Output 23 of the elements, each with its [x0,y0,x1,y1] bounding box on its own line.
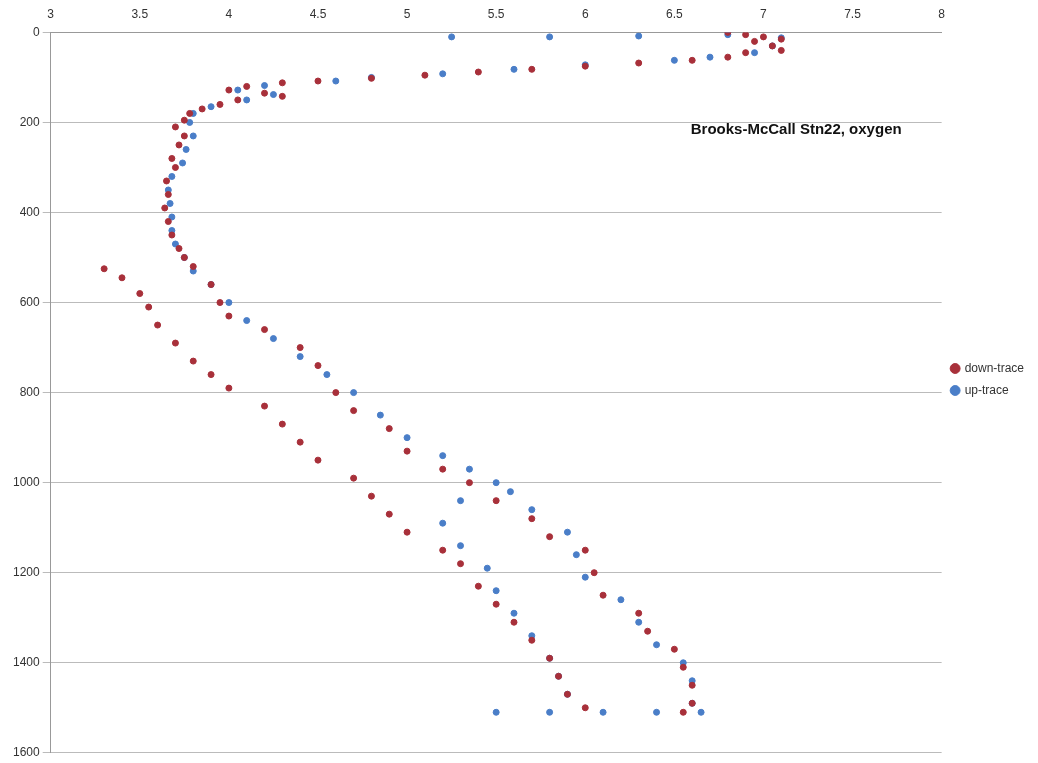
x-tick-label: 3 [47,6,55,21]
x-tick-label: 8 [938,6,946,21]
y-tick-label: 1600 [12,745,41,760]
legend-label: down-trace [964,360,1025,375]
x-tick-label: 4.5 [309,6,327,21]
y-tick-label: 1200 [12,565,41,580]
x-tick-label: 6.5 [666,6,684,21]
x-tick-label: 5.5 [487,6,505,21]
x-tick-label: 6 [581,6,589,21]
x-tick-label: 3.5 [131,6,149,21]
x-tick-label: 4 [225,6,233,21]
y-tick-label: 0 [33,24,41,39]
y-tick-label: 200 [19,114,41,129]
x-tick-label: 5 [403,6,411,21]
y-tick-label: 400 [19,204,41,219]
x-tick-label: 7.5 [844,6,862,21]
legend-label: up-trace [964,382,1009,397]
y-tick-label: 1400 [12,655,41,670]
text: Brooks-McCall Stn22, oxygen [690,119,902,137]
y-tick-label: 600 [19,294,41,309]
y-tick-label: 800 [19,384,41,399]
x-tick-label: 7 [760,6,768,21]
y-tick-label: 1000 [12,474,41,489]
